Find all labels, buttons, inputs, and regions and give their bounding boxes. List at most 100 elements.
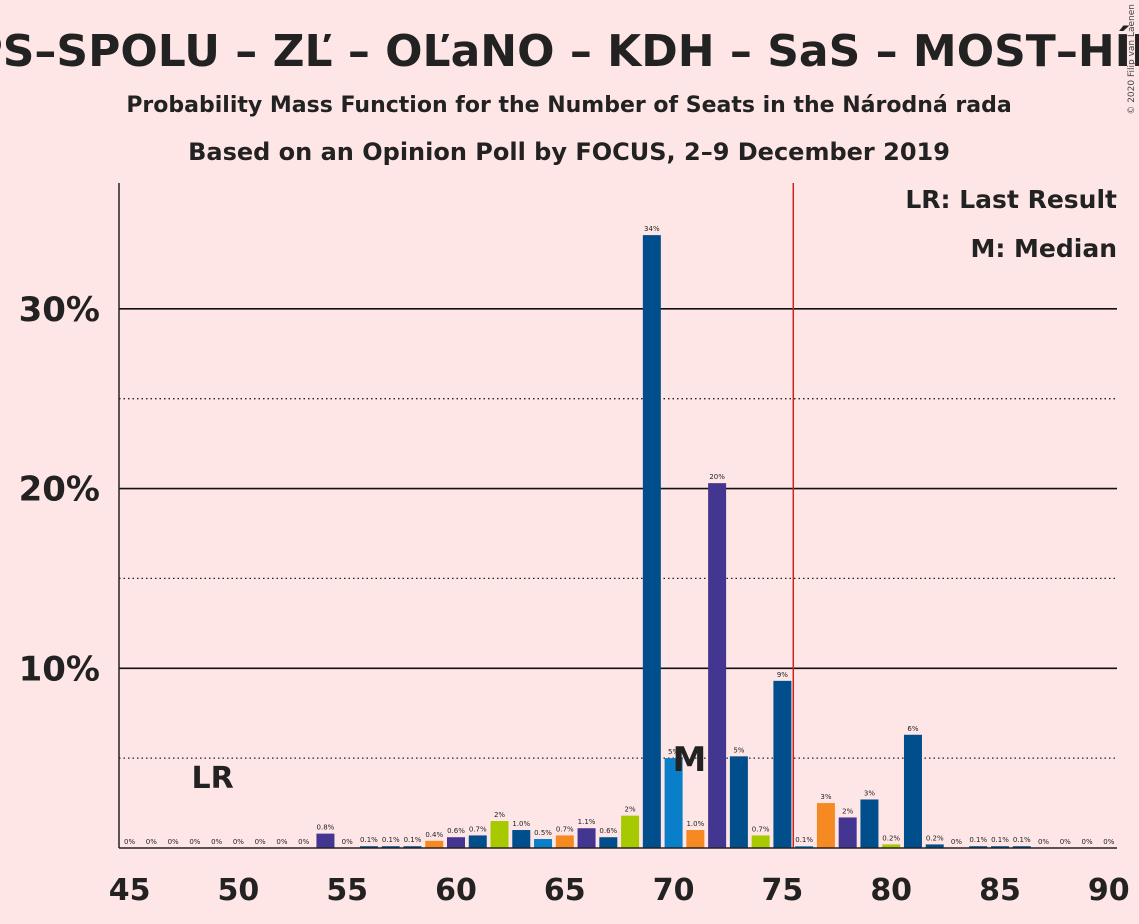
bar-label: 0% [211, 838, 222, 846]
bar-label: 0.1% [969, 836, 987, 844]
chart-subtitle-2: Based on an Opinion Poll by FOCUS, 2–9 D… [188, 138, 950, 166]
bar-label: 0% [146, 838, 157, 846]
bar-seat-68 [621, 815, 640, 848]
bar-label: 0.8% [317, 824, 335, 832]
bar-label: 0.6% [447, 827, 465, 835]
bar-seat-82 [925, 844, 944, 848]
bar-label: 0% [1060, 838, 1071, 846]
bar-label: 0% [298, 838, 309, 846]
legend-median: M: Median [970, 234, 1117, 263]
bar-label: 0.1% [991, 836, 1009, 844]
bar-seat-66 [577, 828, 596, 848]
bar-label: 0.1% [1013, 836, 1031, 844]
x-tick-label: 85 [979, 873, 1021, 908]
bar-seat-79 [860, 799, 879, 848]
last-result-marker: LR [192, 761, 234, 796]
bar-seat-73 [729, 756, 748, 848]
bar-seat-56 [359, 846, 378, 848]
bar-seat-70 [664, 758, 683, 848]
bar-seat-64 [534, 839, 553, 848]
bar-label: 1.1% [578, 818, 596, 826]
bar-seat-58 [403, 846, 422, 848]
x-tick-label: 45 [109, 873, 151, 908]
x-tick-label: 80 [870, 873, 912, 908]
legend-last-result: LR: Last Result [905, 185, 1117, 214]
bar-label: 0% [168, 838, 179, 846]
copyright-note: © 2020 Filip van Laenen [1127, 4, 1137, 115]
bar-label: 2% [625, 806, 636, 814]
bar-seat-71 [686, 830, 705, 848]
bar-seat-65 [555, 835, 574, 848]
bar-label: 0% [189, 838, 200, 846]
chart-subtitle-1: Probability Mass Function for the Number… [126, 93, 1011, 118]
bar-label: 5% [733, 746, 744, 754]
chart-title: PS–SPOLU – ZĽ – OĽaNO – KDH – SaS – MOST… [0, 24, 1139, 77]
bar-seat-75 [773, 680, 792, 848]
bar-label: 0% [1038, 838, 1049, 846]
bar-label: 0% [276, 838, 287, 846]
bar-seat-63 [512, 830, 531, 848]
bar-label: 9% [777, 671, 788, 679]
bar-seat-69 [642, 235, 661, 848]
bar-label: 0.7% [752, 825, 770, 833]
x-tick-label: 90 [1088, 873, 1130, 908]
bar-seat-76 [795, 846, 814, 848]
x-tick-label: 65 [544, 873, 586, 908]
bar-seat-57 [381, 846, 400, 848]
bar-labels-group: 0% 0% 0% 0% 0% 0% 0% 0% 0%0.8%0% 0.1% 0.1% 0.1%0.4%… [124, 225, 1115, 846]
bar-label: 3% [864, 789, 875, 797]
bar-label: 2% [494, 811, 505, 819]
bar-label: 0% [1103, 838, 1114, 846]
bar-label: 0.6% [599, 827, 617, 835]
y-tick-label: 10% [19, 649, 100, 689]
y-tick-label: 20% [19, 470, 100, 510]
bar-label: 0.5% [534, 829, 552, 837]
bar-seat-80 [882, 844, 901, 848]
bar-seat-77 [816, 803, 835, 848]
bar-seat-61 [468, 835, 487, 848]
bar-seat-81 [903, 734, 922, 848]
bar-seat-60 [447, 837, 465, 848]
bar-label: 0.7% [469, 825, 487, 833]
bar-label: 0% [342, 838, 353, 846]
bar-label: 0.2% [926, 834, 944, 842]
bar-label: 0.1% [360, 836, 378, 844]
bar-seat-74 [751, 835, 770, 848]
bar-label: 0.2% [882, 834, 900, 842]
x-tick-label: 55 [326, 873, 368, 908]
bar-label: 1.0% [686, 820, 704, 828]
bar-label: 0% [233, 838, 244, 846]
bar-label: 6% [907, 725, 918, 733]
bar-seat-54 [316, 833, 335, 848]
bar-label: 0.4% [425, 831, 443, 839]
bar-label: 0% [255, 838, 266, 846]
x-tick-label: 70 [653, 873, 695, 908]
bar-label: 20% [709, 473, 725, 481]
bar-label: 0% [951, 838, 962, 846]
x-tick-label: 50 [218, 873, 260, 908]
bar-label: 2% [842, 807, 853, 815]
x-tick-label: 60 [435, 873, 477, 908]
bar-seat-78 [838, 817, 857, 848]
median-marker: M [672, 740, 706, 780]
bar-label: 34% [644, 225, 660, 233]
y-axis-ticks: 10% 20% 30% [19, 290, 100, 689]
bar-seat-84 [969, 846, 988, 848]
y-tick-label: 30% [19, 290, 100, 330]
x-axis-ticks: 45 50 55 60 65 70 75 80 85 90 [109, 873, 1130, 908]
gridlines [119, 308, 1117, 759]
bar-label: 0.1% [795, 836, 813, 844]
bars-group [316, 235, 1031, 848]
bar-label: 1.0% [512, 820, 530, 828]
x-tick-label: 75 [762, 873, 804, 908]
bar-label: 0% [124, 838, 135, 846]
bar-seat-62 [490, 821, 509, 848]
bar-seat-67 [599, 837, 618, 848]
bar-label: 0.7% [556, 825, 574, 833]
bar-seat-72 [708, 483, 727, 848]
bar-label: 0% [1081, 838, 1092, 846]
bar-seat-59 [425, 840, 444, 848]
bar-label: 0.1% [404, 836, 422, 844]
bar-seat-85 [991, 846, 1009, 848]
